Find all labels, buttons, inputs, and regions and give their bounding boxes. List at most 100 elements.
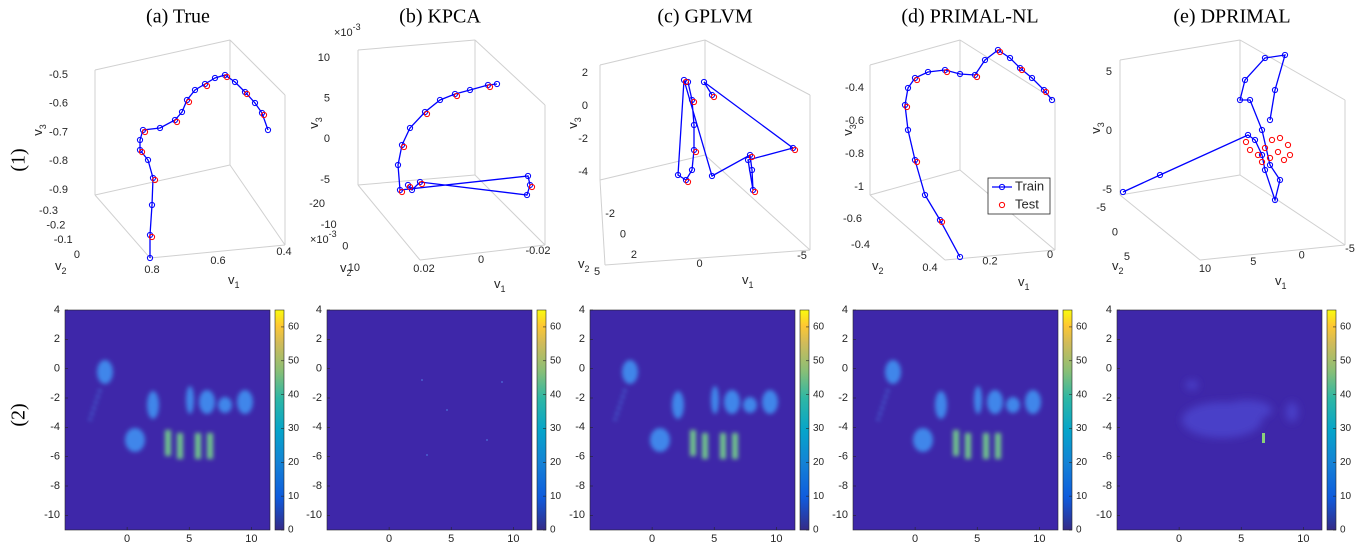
heatmap-pattern [876, 360, 1041, 459]
colorbar-tick-label: 10 [1076, 491, 1088, 502]
axis-label-sub: 2 [347, 268, 352, 278]
axis-label-base: v [1275, 273, 1282, 288]
box-edge [869, 194, 946, 261]
colorbar-tick-label: 20 [550, 457, 562, 468]
train-point [690, 146, 698, 154]
y-tick-label: 0 [54, 363, 60, 375]
train-point [211, 74, 219, 82]
test-point [141, 128, 149, 136]
test-point [751, 188, 759, 196]
train-point [746, 151, 754, 159]
y-tick-label: -8 [312, 480, 322, 492]
x-tick-label: 0.6 [210, 255, 225, 267]
train-curve [397, 83, 531, 196]
box-edge [604, 249, 811, 266]
z-tick-label: -0.9 [49, 184, 68, 196]
axis-label-base: v [742, 272, 749, 287]
heatmap [852, 309, 1059, 531]
train-point [524, 172, 532, 180]
train-point [904, 126, 912, 134]
box-edge [1239, 39, 1346, 101]
train-point [1006, 54, 1014, 62]
y-tick-label: 5 [1124, 251, 1130, 263]
z-tick-label: 5 [324, 93, 330, 105]
train-point [994, 46, 1002, 54]
train-point [241, 88, 249, 96]
z-axis-label: v3 [840, 124, 858, 136]
train-point [191, 86, 199, 94]
x-tick-label: 10 [1199, 263, 1211, 275]
train-point [911, 156, 919, 164]
box-edge [474, 39, 546, 106]
z-tick-label: -0.5 [49, 69, 68, 81]
train-point [436, 96, 444, 104]
y-tick-label: 2 [54, 333, 60, 345]
axis-label-base: v [840, 129, 855, 136]
colorbar-tick-label: 40 [1340, 389, 1352, 400]
axis-label-sub: 2 [62, 266, 67, 276]
train-point [1251, 136, 1259, 144]
x-tick-label: 5 [1250, 256, 1256, 268]
heatmap-blob [177, 433, 183, 459]
train-point [156, 124, 164, 132]
y-tick-label: -6 [312, 451, 322, 463]
axis-label-sub: 2 [585, 264, 590, 274]
axis-label-sub: 3 [38, 124, 48, 129]
exponent: ×10-3 [334, 22, 361, 39]
test-point [173, 118, 181, 126]
y-tick-label: -2 [312, 392, 322, 404]
test-point [486, 83, 494, 91]
z-axis-label: v3 [565, 117, 583, 129]
test-point [1274, 148, 1282, 156]
heatmap-blob [913, 428, 933, 452]
heatmap-blob [983, 433, 989, 459]
column-title: (b) KPCA [399, 6, 481, 28]
colorbar-tick-label: 40 [550, 389, 562, 400]
box-edge [229, 39, 286, 96]
y-tick-label: -0.2 [46, 220, 65, 232]
x-tick-label: 10 [1033, 533, 1045, 545]
heatmap-blob [935, 391, 947, 419]
test-point [1042, 88, 1050, 96]
x-tick-label: 0 [649, 533, 655, 545]
x-tick-label: 0 [478, 254, 484, 266]
y-tick-label: -0.4 [851, 239, 870, 251]
column-title: (d) PRIMAL-NL [901, 6, 1038, 28]
x-axis-label: v1 [1018, 274, 1030, 292]
train-point [981, 56, 989, 64]
train-point [682, 176, 690, 184]
box-edge [599, 154, 706, 181]
train-point [264, 126, 272, 134]
x-tick-label: 5 [594, 266, 600, 278]
test-point [913, 158, 921, 166]
y-tick-label: -6 [50, 451, 60, 463]
heatmap-blob [650, 428, 670, 452]
test-point [1280, 156, 1288, 164]
z-tick-label: 2 [582, 67, 588, 79]
colorbar-tick-label: 40 [1076, 389, 1088, 400]
train-point [1266, 116, 1274, 124]
train-point [1119, 188, 1127, 196]
row-label: (1) [8, 148, 30, 171]
heatmap-blob [218, 397, 232, 413]
y-tick-label: -2 [575, 392, 585, 404]
heatmap-blob [486, 439, 488, 441]
y-tick-label: -10 [306, 509, 322, 521]
axis-label-base: v [306, 122, 321, 129]
heatmap [326, 309, 533, 531]
train-point [688, 166, 696, 174]
axis-label-base: v [872, 258, 879, 273]
box-edge [959, 39, 1056, 101]
train-point [406, 124, 414, 132]
heatmap-blob [207, 433, 213, 459]
axis-label-sub: 1 [1025, 282, 1030, 292]
y-axis-label: v2 [578, 256, 590, 274]
train-point [1016, 64, 1024, 72]
colorbar-tick-label: 50 [1340, 355, 1352, 366]
heatmap-blob [1262, 433, 1265, 443]
colorbar-tick-label: 50 [813, 355, 825, 366]
y-tick-label: 2 [842, 333, 848, 345]
test-point [943, 68, 951, 76]
y-tick-label: -2 [1102, 392, 1112, 404]
heatmap-blob [446, 409, 448, 411]
